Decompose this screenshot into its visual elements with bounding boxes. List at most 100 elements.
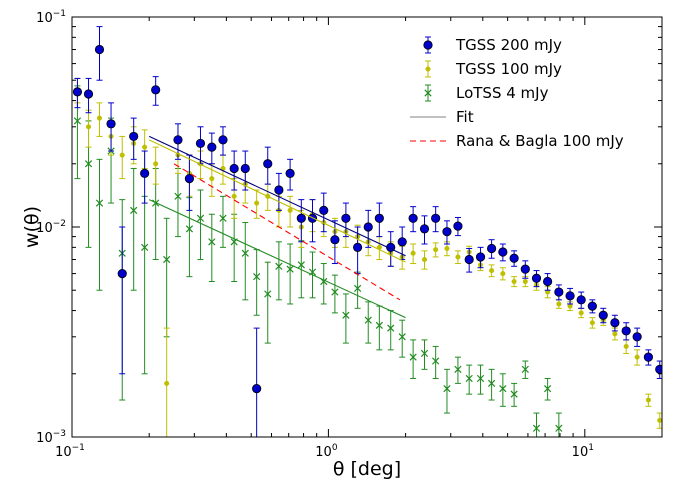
legend-tgss-100-mjy-label: TGSS 100 mJy	[455, 60, 562, 78]
tgss-100-mjy-point	[85, 124, 92, 130]
lotss-4-mjy-point	[543, 384, 552, 393]
lotss-4-mjy-point-stroke-b	[521, 365, 529, 373]
lotss-4-mjy-point-stroke-b	[73, 117, 82, 125]
lotss-4-mjy-point	[398, 333, 406, 341]
x-tick-label-exponent: 1	[588, 443, 594, 453]
tgss-200-mjy-point	[274, 185, 284, 195]
tgss-100-mjy-point	[589, 320, 595, 326]
lotss-4-mjy-point	[130, 206, 138, 214]
tgss-100-mjy-point	[578, 310, 584, 316]
tgss-200-mjy-point	[363, 222, 373, 232]
lotss-4-mjy-point-stroke-b	[141, 243, 149, 251]
lotss-4-mjy-point-stroke-b	[387, 324, 395, 332]
legend-lotss-4-mjy-entry: LoTSS 4 mJy	[424, 84, 549, 102]
lotss-4-mjy-point	[141, 243, 149, 251]
lotss-4-mjy-point-stroke-b	[185, 225, 194, 233]
tgss-100-mjy-point	[612, 331, 618, 337]
lotss-4-mjy-point-stroke-b	[331, 288, 339, 296]
legend-tgss-200-mjy-marker	[423, 40, 433, 50]
tgss-100-mjy-point	[511, 278, 517, 285]
y-tick-label: 10−1	[36, 9, 66, 26]
tgss-100-mjy-point	[421, 256, 428, 263]
tgss-200-mjy-point	[520, 264, 530, 274]
y-axis-label: w(θ)	[21, 206, 43, 248]
lotss-4-mjy-point-stroke-b	[163, 255, 171, 264]
lotss-4-mjy-point-stroke-b	[286, 265, 294, 273]
legend-rana-bagla-100-mjy-entry: Rana & Bagla 100 mJy	[410, 132, 624, 150]
legend-tgss-200-mjy-entry: TGSS 200 mJy	[423, 36, 562, 54]
lotss-4-mjy-point	[443, 384, 451, 393]
tgss-200-mjy-point	[610, 318, 620, 328]
lotss-4-mjy-point	[454, 365, 462, 373]
x-tick-label: 100	[315, 443, 338, 460]
tgss-200-mjy-point	[431, 213, 441, 223]
lotss-4-mjy-point-stroke-b	[432, 357, 440, 365]
tgss-200-mjy-point	[643, 352, 653, 362]
lotss-4-mjy-point-stroke-b	[219, 214, 227, 222]
tgss-100-mjy-point	[287, 207, 293, 213]
tgss-100-mjy-point	[634, 354, 640, 360]
lotss-4-mjy-point-stroke-b	[320, 277, 328, 286]
tgss-200-mjy-point	[576, 295, 586, 305]
y-tick-label-exponent: −3	[53, 429, 66, 439]
lotss-4-mjy-point	[286, 265, 294, 273]
fit-line-1	[148, 139, 406, 263]
lotss-4-mjy-point	[555, 424, 563, 432]
tgss-200-mjy-point	[263, 159, 273, 169]
lotss-4-mjy-point-stroke-b	[264, 290, 272, 298]
plot-area	[72, 26, 662, 437]
legend-fit-entry: Fit	[410, 108, 474, 126]
tgss-200-mjy-point	[531, 273, 542, 283]
tgss-100-mjy-point	[254, 200, 260, 206]
tgss-200-mjy-point	[229, 163, 239, 174]
lotss-4-mjy-point-stroke-b	[465, 374, 473, 383]
lotss-4-mjy-point-stroke-b	[196, 214, 205, 222]
lotss-4-mjy-point	[521, 365, 529, 373]
lotss-4-mjy-point	[465, 374, 473, 383]
lotss-4-mjy-point-stroke-b	[476, 374, 485, 383]
tgss-100-mjy-point	[657, 417, 662, 423]
fit-line-2	[148, 199, 406, 319]
x-tick-label: 101	[572, 443, 594, 460]
tgss-200-mjy-point	[330, 235, 340, 245]
tgss-200-mjy-point	[598, 310, 608, 320]
legend-rana-bagla-100-mjy-label: Rana & Bagla 100 mJy	[456, 132, 624, 150]
tgss-200-mjy-point	[207, 142, 217, 152]
tgss-200-mjy-point	[554, 287, 564, 297]
tgss-100-mjy-point	[119, 152, 125, 158]
tgss-200-mjy-point	[94, 44, 105, 55]
tgss-200-mjy-point	[195, 138, 206, 149]
lotss-4-mjy-point	[364, 316, 372, 324]
lotss-4-mjy-point-stroke-b	[420, 349, 429, 358]
tgss-100-mjy-point	[164, 380, 170, 386]
lotss-4-mjy-point	[375, 321, 383, 330]
lotss-4-mjy-point	[163, 255, 171, 264]
tgss-200-mjy-point	[140, 168, 150, 178]
x-tick-label-exponent: 0	[332, 443, 338, 453]
tgss-100-mjy-point	[455, 254, 461, 260]
lotss-4-mjy-point	[241, 249, 249, 257]
lotss-4-mjy-point-stroke-b	[499, 384, 507, 393]
tgss-200-mjy-point	[319, 205, 329, 215]
y-tick-label-base: 10	[36, 11, 53, 26]
lotss-4-mjy-point-stroke-b	[342, 311, 350, 319]
tgss-200-mjy-point	[341, 213, 351, 223]
lotss-4-mjy-point-stroke-b	[253, 273, 261, 281]
y-tick-label-exponent: −1	[53, 9, 66, 19]
tgss-200-mjy-point	[374, 213, 384, 223]
lotss-4-mjy-series	[73, 85, 563, 437]
lotss-4-mjy-point	[420, 349, 429, 358]
tgss-200-mjy-point	[464, 254, 474, 265]
lotss-4-mjy-point-stroke-b	[398, 333, 406, 341]
tgss-200-mjy-point	[72, 87, 83, 97]
legend-lotss-4-mjy-marker-stroke-b	[424, 89, 432, 97]
tgss-100-mjy-point	[96, 115, 103, 121]
lotss-4-mjy-point	[342, 311, 350, 319]
tgss-200-mjy-point	[106, 119, 116, 129]
lotss-4-mjy-point	[73, 117, 82, 125]
tgss-100-mjy-point	[500, 271, 506, 277]
tgss-200-mjy-point	[543, 276, 553, 287]
tgss-200-mjy-point	[353, 242, 363, 252]
lotss-4-mjy-point	[219, 214, 227, 222]
lotss-4-mjy-point	[185, 225, 194, 233]
